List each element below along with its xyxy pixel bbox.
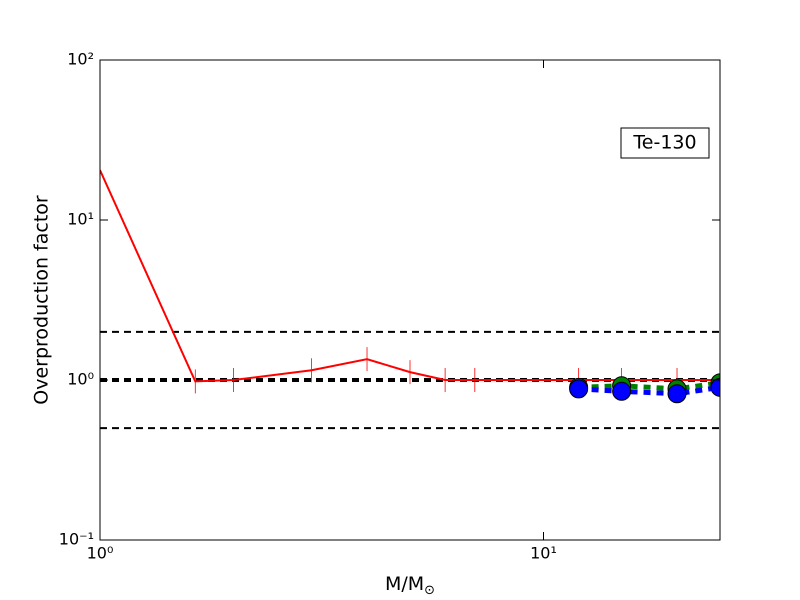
point-marker	[710, 377, 720, 397]
series-line	[578, 384, 720, 397]
y-axis-label: Overproduction factor	[31, 195, 53, 405]
series-line	[100, 169, 720, 383]
x-label-main: M/M	[385, 573, 424, 595]
x-tick-label: 10¹	[530, 544, 557, 563]
y-tick-label: 10¹	[67, 210, 94, 229]
annotation-box	[620, 127, 710, 159]
annotation: Te-130	[632, 132, 696, 154]
x-axis-label: M/M⊙	[385, 573, 435, 598]
point-marker	[569, 379, 589, 399]
point-marker	[612, 381, 632, 401]
plot-area	[100, 158, 720, 430]
series-line	[578, 380, 720, 392]
x-tick-label: 10⁰	[87, 544, 114, 563]
y-tick-label: 10²	[67, 50, 94, 69]
x-label-sub: ⊙	[424, 583, 435, 598]
y-tick-label: 10⁰	[67, 370, 94, 389]
plot-frame	[99, 59, 721, 541]
y-tick-label: 10⁻¹	[59, 530, 94, 549]
point-marker	[667, 384, 687, 404]
